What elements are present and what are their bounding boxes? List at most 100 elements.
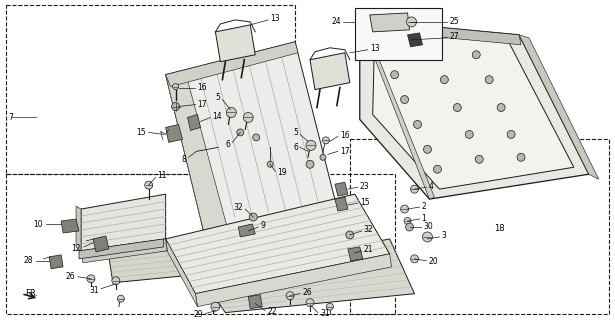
- Text: 26: 26: [65, 272, 75, 281]
- Circle shape: [286, 292, 294, 300]
- Polygon shape: [335, 197, 348, 211]
- Polygon shape: [81, 239, 167, 263]
- Polygon shape: [370, 13, 410, 32]
- Text: 6: 6: [293, 143, 298, 152]
- Circle shape: [327, 303, 333, 310]
- Polygon shape: [196, 254, 392, 307]
- Circle shape: [173, 84, 178, 90]
- Text: 11: 11: [157, 171, 167, 180]
- Text: FR.: FR.: [25, 289, 38, 298]
- Circle shape: [112, 277, 120, 285]
- Polygon shape: [373, 30, 574, 189]
- Circle shape: [407, 17, 416, 27]
- Circle shape: [306, 160, 314, 168]
- Circle shape: [411, 185, 418, 193]
- Polygon shape: [360, 19, 434, 199]
- Circle shape: [322, 137, 330, 144]
- Circle shape: [472, 51, 480, 59]
- Polygon shape: [360, 20, 521, 45]
- Text: 13: 13: [270, 14, 280, 23]
- Text: 14: 14: [212, 112, 222, 121]
- Circle shape: [485, 76, 493, 84]
- Text: 31: 31: [89, 286, 99, 295]
- Text: 21: 21: [363, 245, 373, 254]
- Polygon shape: [165, 239, 197, 307]
- Circle shape: [426, 51, 434, 59]
- Bar: [6, 5, 295, 174]
- Text: 32: 32: [234, 203, 244, 212]
- Polygon shape: [165, 124, 183, 142]
- Text: 9: 9: [260, 221, 265, 230]
- Circle shape: [411, 255, 418, 263]
- Circle shape: [453, 104, 461, 111]
- Bar: [6, 174, 395, 314]
- Polygon shape: [215, 25, 255, 62]
- Circle shape: [423, 232, 432, 242]
- Text: 15: 15: [136, 128, 146, 137]
- Polygon shape: [61, 219, 79, 233]
- Circle shape: [244, 113, 253, 123]
- Circle shape: [306, 299, 314, 307]
- Polygon shape: [93, 236, 109, 252]
- Text: 4: 4: [429, 182, 434, 191]
- Text: 7: 7: [9, 113, 13, 122]
- Circle shape: [379, 46, 387, 54]
- Circle shape: [507, 131, 515, 138]
- Text: 26: 26: [302, 288, 312, 297]
- Circle shape: [413, 120, 421, 128]
- Bar: [350, 140, 609, 314]
- Text: 28: 28: [24, 256, 33, 265]
- Text: 8: 8: [182, 155, 186, 164]
- Text: 24: 24: [331, 17, 341, 27]
- Circle shape: [400, 205, 408, 213]
- Text: 18: 18: [494, 224, 504, 234]
- Text: 19: 19: [277, 168, 287, 177]
- Circle shape: [404, 218, 411, 225]
- Bar: [355, 8, 442, 60]
- Text: 16: 16: [340, 131, 349, 140]
- Polygon shape: [348, 247, 363, 261]
- Polygon shape: [200, 239, 415, 313]
- Circle shape: [434, 165, 442, 173]
- Text: 17: 17: [340, 147, 349, 156]
- Polygon shape: [79, 239, 164, 259]
- Text: 32: 32: [363, 226, 373, 235]
- Text: 31: 31: [320, 309, 330, 318]
- Circle shape: [391, 71, 399, 79]
- Polygon shape: [76, 206, 81, 251]
- Circle shape: [249, 213, 257, 221]
- Circle shape: [346, 231, 354, 239]
- Polygon shape: [408, 33, 423, 47]
- Circle shape: [145, 181, 153, 189]
- Circle shape: [306, 140, 316, 150]
- Text: 10: 10: [34, 220, 43, 228]
- Text: 12: 12: [71, 244, 81, 253]
- Circle shape: [517, 153, 525, 161]
- Polygon shape: [335, 182, 348, 196]
- Text: 16: 16: [197, 83, 207, 92]
- Polygon shape: [188, 115, 200, 131]
- Circle shape: [117, 295, 124, 302]
- Text: 22: 22: [267, 307, 277, 316]
- Text: 27: 27: [450, 32, 459, 41]
- Circle shape: [400, 96, 408, 104]
- Text: 25: 25: [450, 17, 459, 27]
- Text: 23: 23: [360, 182, 370, 191]
- Text: 15: 15: [360, 197, 370, 207]
- Circle shape: [475, 155, 483, 163]
- Text: 17: 17: [197, 100, 207, 109]
- Circle shape: [440, 76, 448, 84]
- Polygon shape: [310, 53, 350, 90]
- Circle shape: [267, 161, 273, 167]
- Polygon shape: [165, 73, 231, 239]
- Circle shape: [172, 102, 180, 110]
- Circle shape: [211, 302, 220, 311]
- Text: 2: 2: [421, 202, 426, 211]
- Text: 20: 20: [429, 257, 438, 266]
- Circle shape: [320, 154, 326, 160]
- Polygon shape: [165, 42, 298, 87]
- Circle shape: [405, 223, 413, 231]
- Text: 13: 13: [370, 44, 379, 53]
- Circle shape: [253, 134, 260, 141]
- Circle shape: [466, 131, 474, 138]
